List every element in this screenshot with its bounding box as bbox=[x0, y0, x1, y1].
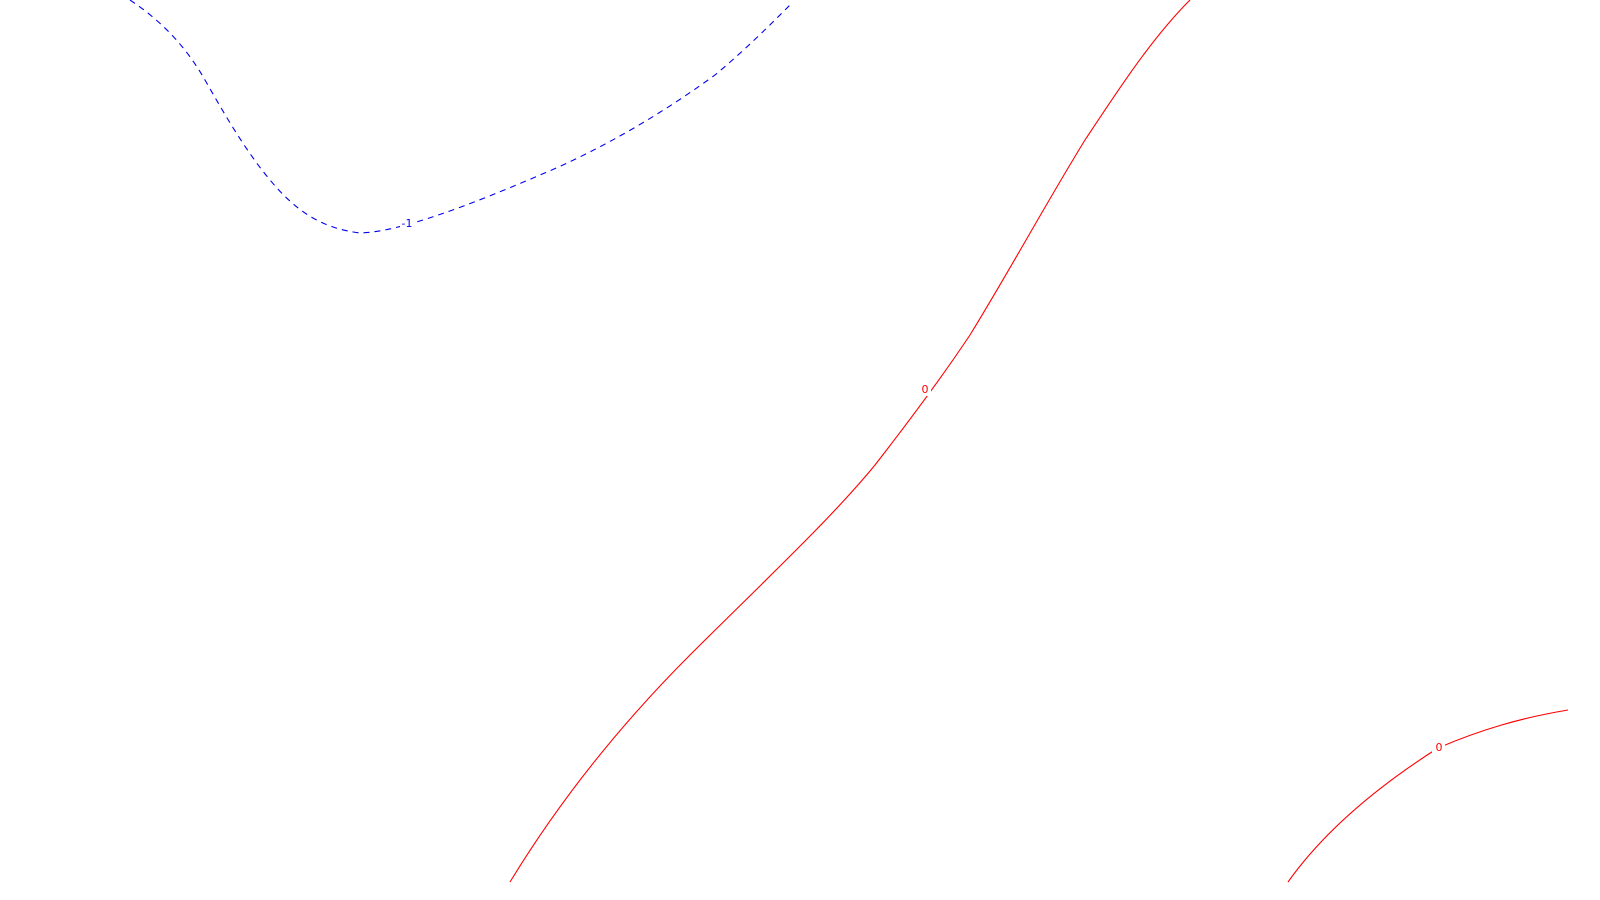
contour-line-neg1 bbox=[129, 0, 791, 234]
contour-label-zero-main: 0 bbox=[922, 383, 929, 396]
contour-label-bg bbox=[918, 382, 931, 396]
contour-label-neg1: -1 bbox=[402, 217, 413, 230]
contour-label-zero-corner: 0 bbox=[1436, 741, 1443, 754]
contour-label-bg bbox=[400, 217, 414, 230]
contour-line-zero-main bbox=[509, 0, 1191, 883]
contour-label-bg bbox=[1432, 740, 1445, 754]
